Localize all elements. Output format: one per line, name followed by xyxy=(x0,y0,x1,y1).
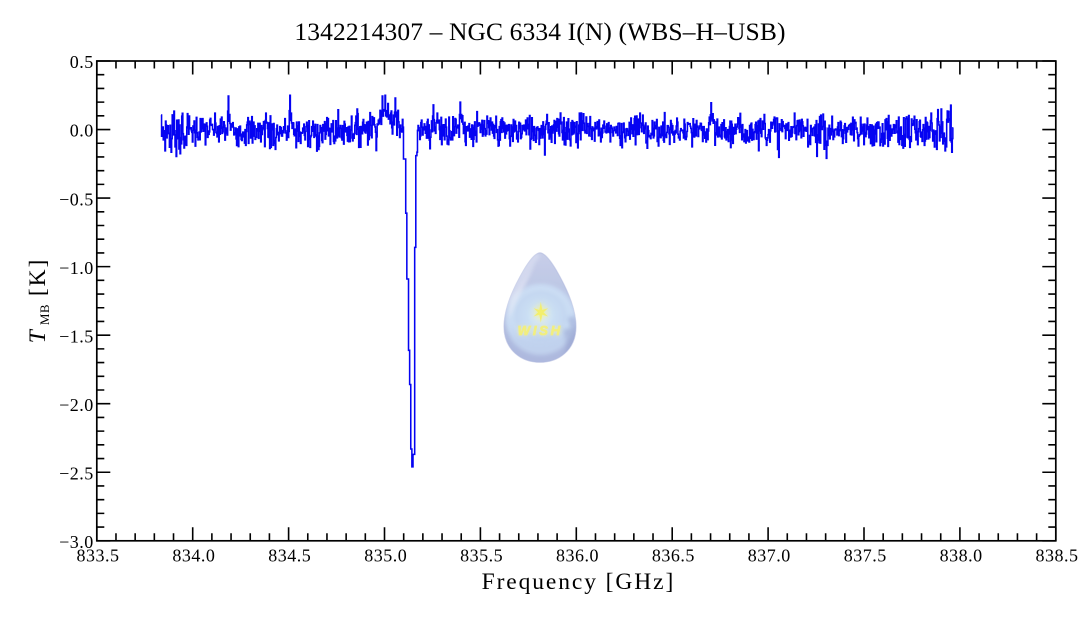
svg-text:−3.0: −3.0 xyxy=(59,532,94,552)
svg-text:−2.5: −2.5 xyxy=(59,464,94,484)
svg-text:−1.5: −1.5 xyxy=(59,326,94,346)
svg-text:833.5: 833.5 xyxy=(77,546,120,566)
svg-text:Frequency [GHz]: Frequency [GHz] xyxy=(482,569,676,595)
svg-text:836.0: 836.0 xyxy=(556,546,599,566)
svg-text:WISH: WISH xyxy=(518,323,563,338)
svg-text:838.5: 838.5 xyxy=(1036,546,1079,566)
svg-text:834.5: 834.5 xyxy=(268,546,311,566)
svg-text:837.5: 837.5 xyxy=(844,546,887,566)
svg-text:0.5: 0.5 xyxy=(70,52,94,72)
svg-text:T MB [K]: T MB [K] xyxy=(25,258,52,343)
svg-text:0.0: 0.0 xyxy=(70,121,94,141)
svg-text:−0.5: −0.5 xyxy=(59,189,94,209)
svg-text:836.5: 836.5 xyxy=(652,546,695,566)
svg-text:WISH: WISH xyxy=(518,323,563,338)
svg-text:835.5: 835.5 xyxy=(460,546,503,566)
svg-text:−2.0: −2.0 xyxy=(59,395,94,415)
svg-text:834.0: 834.0 xyxy=(172,546,215,566)
svg-text:1342214307 – NGC 6334 I(N) (WB: 1342214307 – NGC 6334 I(N) (WBS–H–USB) xyxy=(294,17,785,46)
svg-text:835.0: 835.0 xyxy=(364,546,407,566)
svg-text:837.0: 837.0 xyxy=(748,546,791,566)
svg-text:838.0: 838.0 xyxy=(940,546,983,566)
svg-text:−1.0: −1.0 xyxy=(59,258,94,278)
